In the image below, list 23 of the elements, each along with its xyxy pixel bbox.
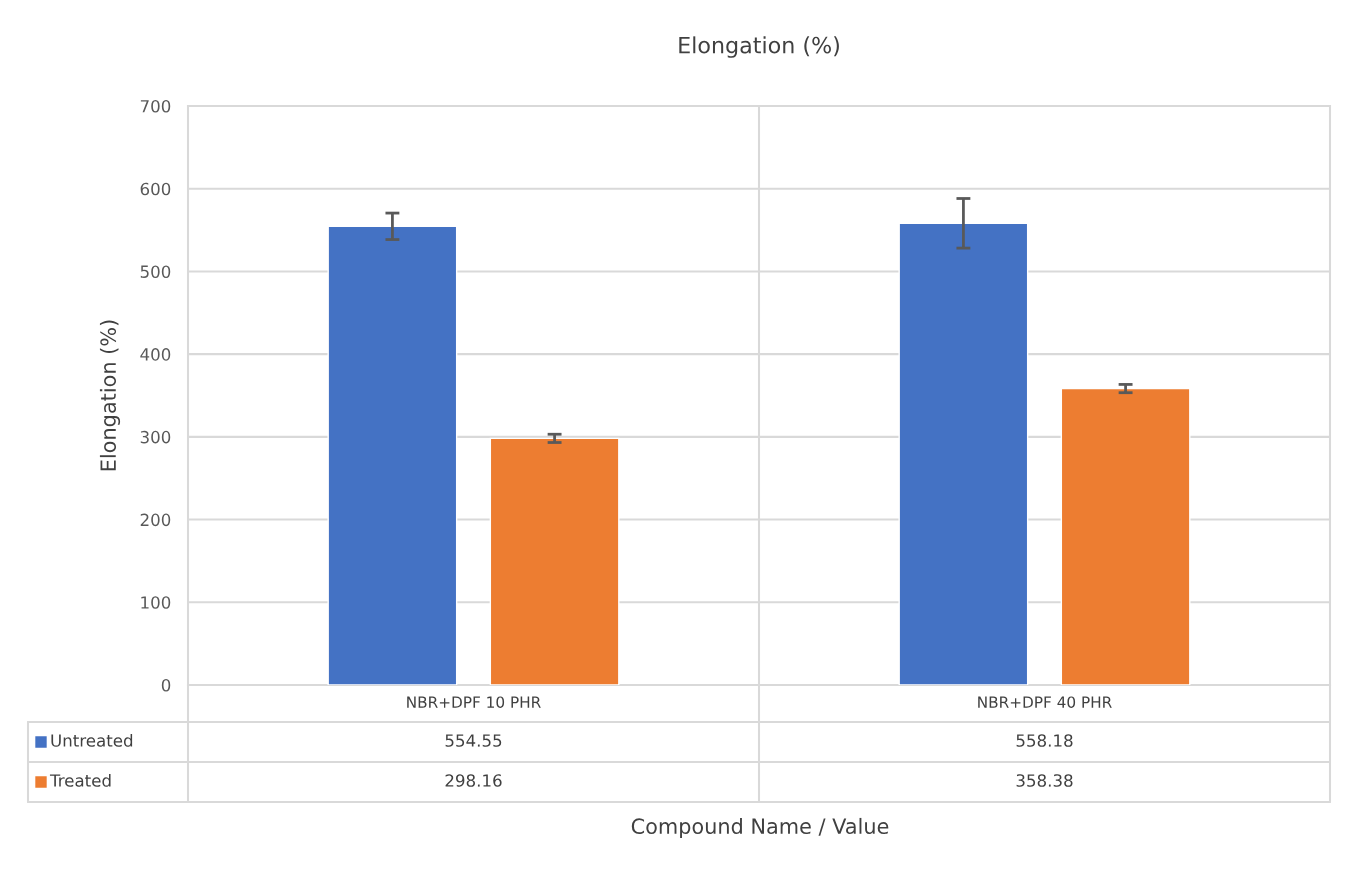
- legend-label: Treated: [49, 773, 111, 787]
- x-tick-label: NBR+DPF 40 PHR: [978, 696, 1112, 708]
- text: Compound Name / Value: [631, 817, 889, 839]
- data-label: 554.55: [445, 734, 502, 747]
- y-tick-label: 200: [140, 513, 171, 527]
- y-tick-label: 600: [140, 182, 171, 196]
- bar: [327, 225, 458, 685]
- y-axis-title: Elongation (%): [99, 320, 121, 471]
- y-tick-label: 100: [141, 596, 171, 609]
- data-label: 358.38: [1016, 774, 1073, 787]
- bar: [1060, 387, 1191, 685]
- y-tick-label: 500: [140, 265, 171, 278]
- y-tick-label: 0: [161, 678, 171, 692]
- data-label: 558.18: [1016, 734, 1073, 747]
- x-tick-label: NBR+DPF 10 PHR: [407, 696, 541, 708]
- bar: [898, 222, 1029, 685]
- chart-title: Elongation (%): [679, 36, 839, 58]
- bar: [489, 437, 620, 685]
- y-tick-label: 400: [140, 348, 171, 361]
- legend-label: Untreated: [51, 733, 133, 747]
- data-label: 298.16: [445, 774, 502, 787]
- y-tick-label: 700: [140, 99, 171, 113]
- y-tick-label: 300: [140, 430, 171, 444]
